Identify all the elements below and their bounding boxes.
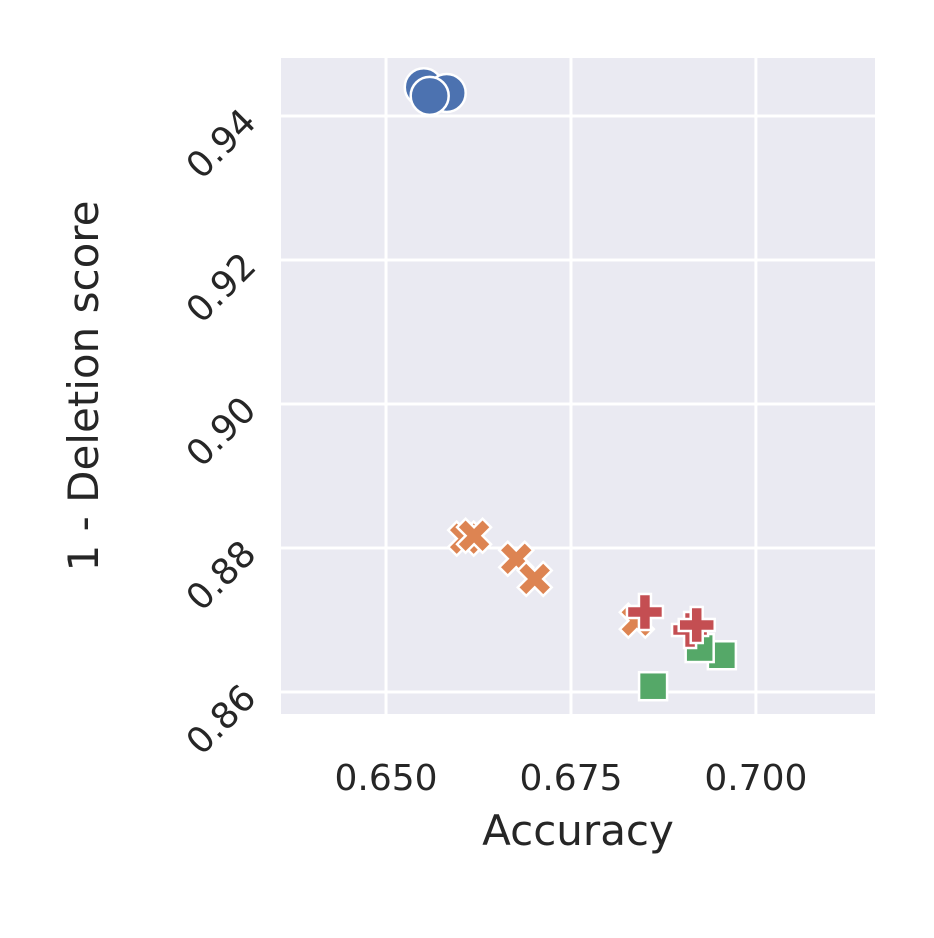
y-tick-label: 0.86 [179,677,265,763]
y-tick-label: 0.92 [179,245,265,331]
x-tick-label: 0.700 [704,758,807,799]
point [515,560,554,598]
point [625,592,665,632]
x-axis-label: Accuracy [482,806,674,855]
y-axis-label: 1 - Deletion score [59,201,108,572]
plot-area [281,58,875,714]
y-tick-label: 0.94 [179,101,265,187]
x-tick-label: 0.650 [335,758,438,799]
point [637,670,669,702]
point [677,605,716,645]
point [455,517,493,555]
y-tick-label: 0.90 [179,389,265,475]
x-tick-label: 0.675 [519,758,622,799]
point [409,75,450,117]
y-tick-label: 0.88 [179,533,265,619]
